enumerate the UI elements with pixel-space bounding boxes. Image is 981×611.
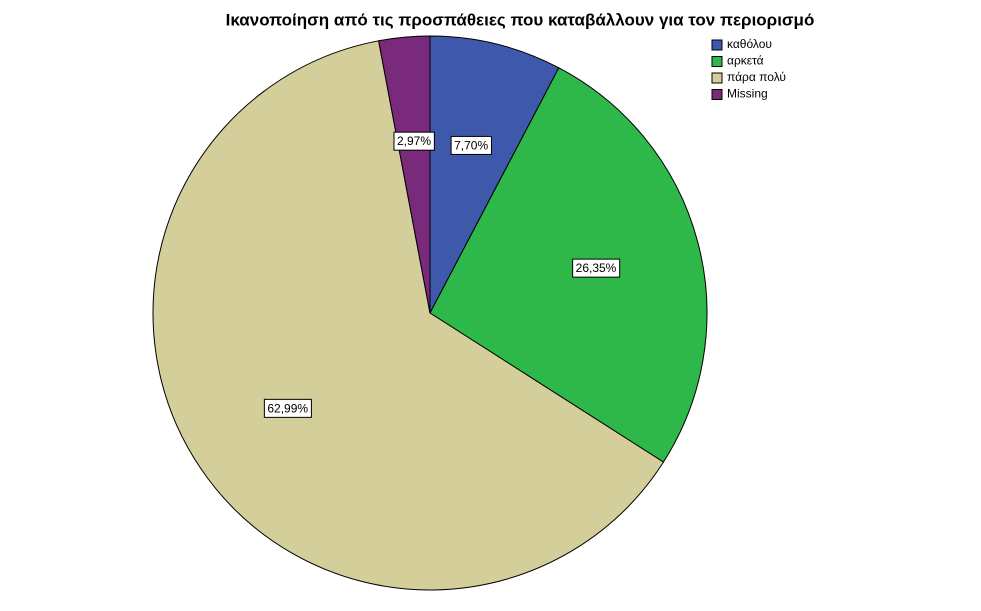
legend-swatch <box>711 72 723 84</box>
pie-slice <box>429 67 708 463</box>
pie-slice <box>152 40 665 591</box>
pie-slice <box>429 35 560 314</box>
legend-label: καθόλου <box>727 37 772 51</box>
data-label-box <box>450 135 492 155</box>
legend-label: πάρα πολύ <box>727 70 786 84</box>
legend-label: Missing <box>727 87 768 101</box>
data-label: 7,70% <box>454 138 488 152</box>
data-label-box <box>393 131 435 151</box>
data-label: 26,35% <box>576 261 617 275</box>
legend-swatch <box>711 89 723 100</box>
data-label-box <box>572 258 621 278</box>
data-label: 62,99% <box>267 401 308 415</box>
chart-title: Ικανοποίηση από τις προσπάθειες που κατα… <box>226 10 815 29</box>
pie-slice <box>378 35 431 314</box>
legend-label: αρκετά <box>727 54 764 68</box>
data-label: 2,97% <box>397 134 431 148</box>
legend-swatch <box>711 56 723 67</box>
data-label-box <box>263 398 312 418</box>
legend-swatch <box>711 39 723 51</box>
